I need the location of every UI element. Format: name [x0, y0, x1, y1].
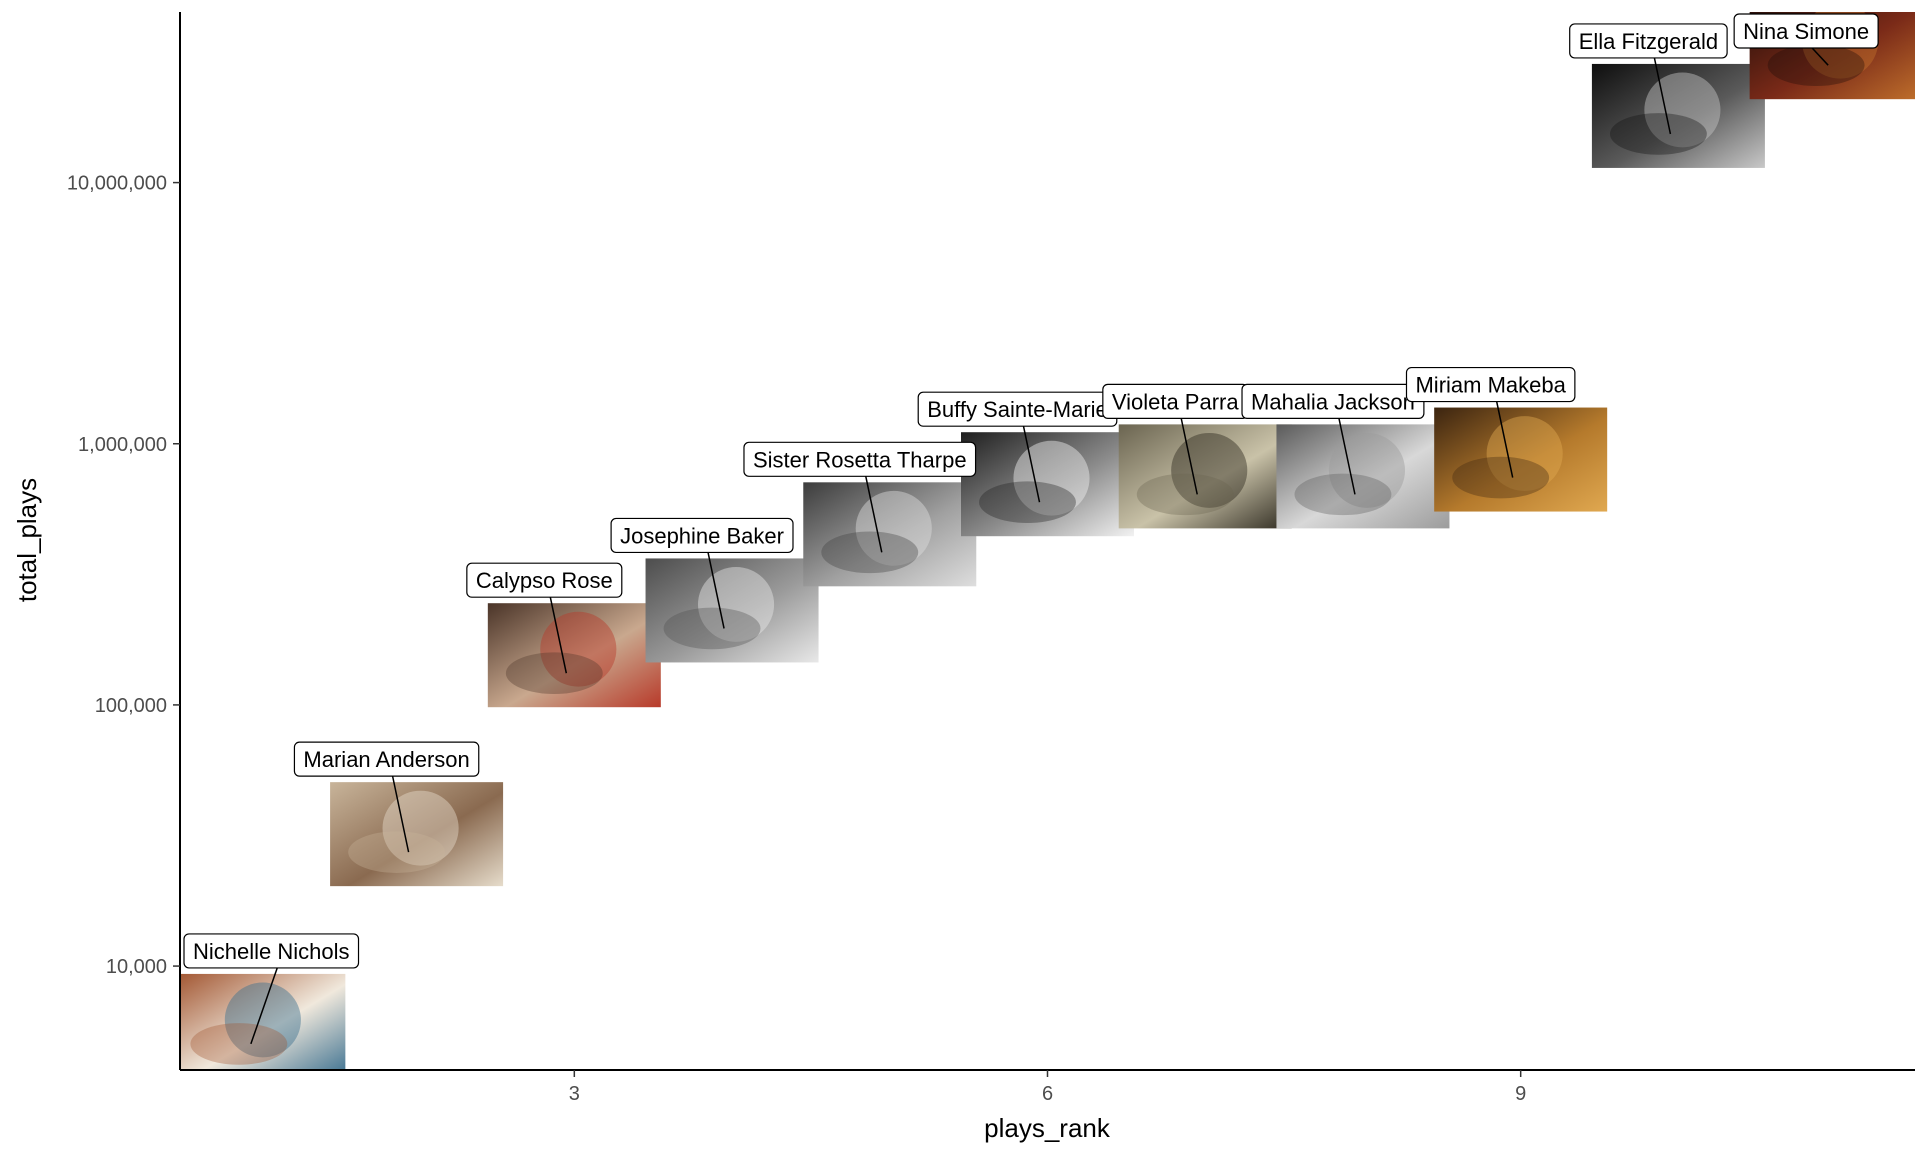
label-violeta-parra: Violeta Parra	[1102, 383, 1249, 495]
label-box	[743, 441, 977, 477]
point-thumbnail-sister-rosetta-tharpe	[803, 482, 977, 587]
point-thumbnail-mahalia-jackson	[1276, 424, 1450, 529]
label-box	[1733, 13, 1879, 49]
leader-line	[250, 967, 278, 1045]
y-tick-label: 10,000	[106, 956, 167, 978]
leader-line	[391, 775, 410, 853]
label-text: Marian Anderson	[303, 747, 469, 772]
label-text: Miriam Makeba	[1415, 373, 1566, 398]
label-text: Calypso Rose	[476, 568, 613, 593]
y-tick-label: 1,000,000	[78, 434, 167, 456]
y-tick-label: 10,000,000	[67, 173, 167, 195]
point-thumbnail-josephine-baker	[645, 558, 819, 663]
label-text: Nina Simone	[1743, 19, 1869, 44]
x-tick-label: 3	[569, 1083, 580, 1105]
label-marian-anderson: Marian Anderson	[293, 741, 480, 853]
leader-line	[1495, 401, 1514, 478]
label-text: Josephine Baker	[620, 523, 784, 548]
points-layer	[180, 12, 1915, 1070]
y-tick-label: 100,000	[95, 695, 167, 717]
label-buffy-sainte-marie: Buffy Sainte-Marie	[917, 391, 1118, 503]
label-sister-rosetta-tharpe: Sister Rosetta Tharpe	[743, 441, 977, 553]
x-axis-title: plays_rank	[984, 1113, 1111, 1143]
point-thumbnail-ella-fitzgerald	[1591, 63, 1765, 168]
label-text: Violeta Parra	[1112, 389, 1240, 414]
label-box	[1569, 23, 1728, 59]
label-text: Buffy Sainte-Marie	[927, 397, 1108, 422]
label-calypso-rose: Calypso Rose	[466, 562, 623, 674]
leader-line	[707, 552, 725, 629]
leader-line	[1338, 418, 1356, 495]
point-thumbnail-violeta-parra	[1118, 424, 1292, 529]
point-thumbnail-nichelle-nichols	[180, 973, 346, 1070]
label-nina-simone: Nina Simone	[1733, 13, 1879, 66]
label-text: Nichelle Nichols	[193, 939, 350, 964]
label-box	[183, 933, 360, 969]
x-tick-label: 9	[1515, 1083, 1526, 1105]
label-miriam-makeba: Miriam Makeba	[1405, 366, 1576, 478]
axes-layer: 3 6 9 10,000 100,000 1,000,000 10,000,000	[67, 12, 1915, 1105]
leader-line	[1022, 426, 1041, 503]
label-box	[610, 517, 794, 554]
label-text: Mahalia Jackson	[1251, 389, 1415, 414]
label-box	[466, 562, 623, 598]
label-text: Ella Fitzgerald	[1579, 29, 1718, 54]
leader-line	[865, 476, 883, 553]
label-box	[293, 741, 480, 777]
labels-layer: Nichelle Nichols Marian Anderson Calypso R…	[183, 13, 1879, 1045]
label-ella-fitzgerald: Ella Fitzgerald	[1569, 23, 1728, 135]
leader-line	[1180, 418, 1198, 495]
point-thumbnail-buffy-sainte-marie	[961, 432, 1134, 537]
point-thumbnail-calypso-rose	[487, 603, 661, 708]
label-josephine-baker: Josephine Baker	[610, 517, 794, 629]
x-tick-label: 6	[1042, 1083, 1053, 1105]
y-axis-title: total_plays	[12, 478, 42, 602]
point-thumbnail-marian-anderson	[330, 782, 504, 887]
point-thumbnail-miriam-makeba	[1434, 407, 1608, 512]
label-nichelle-nichols: Nichelle Nichols	[183, 933, 360, 1045]
label-mahalia-jackson: Mahalia Jackson	[1241, 383, 1425, 495]
label-text: Sister Rosetta Tharpe	[753, 447, 967, 472]
label-box	[1405, 366, 1576, 403]
leader-line	[1653, 57, 1672, 135]
leader-line	[549, 597, 568, 674]
leader-line	[1811, 47, 1829, 66]
